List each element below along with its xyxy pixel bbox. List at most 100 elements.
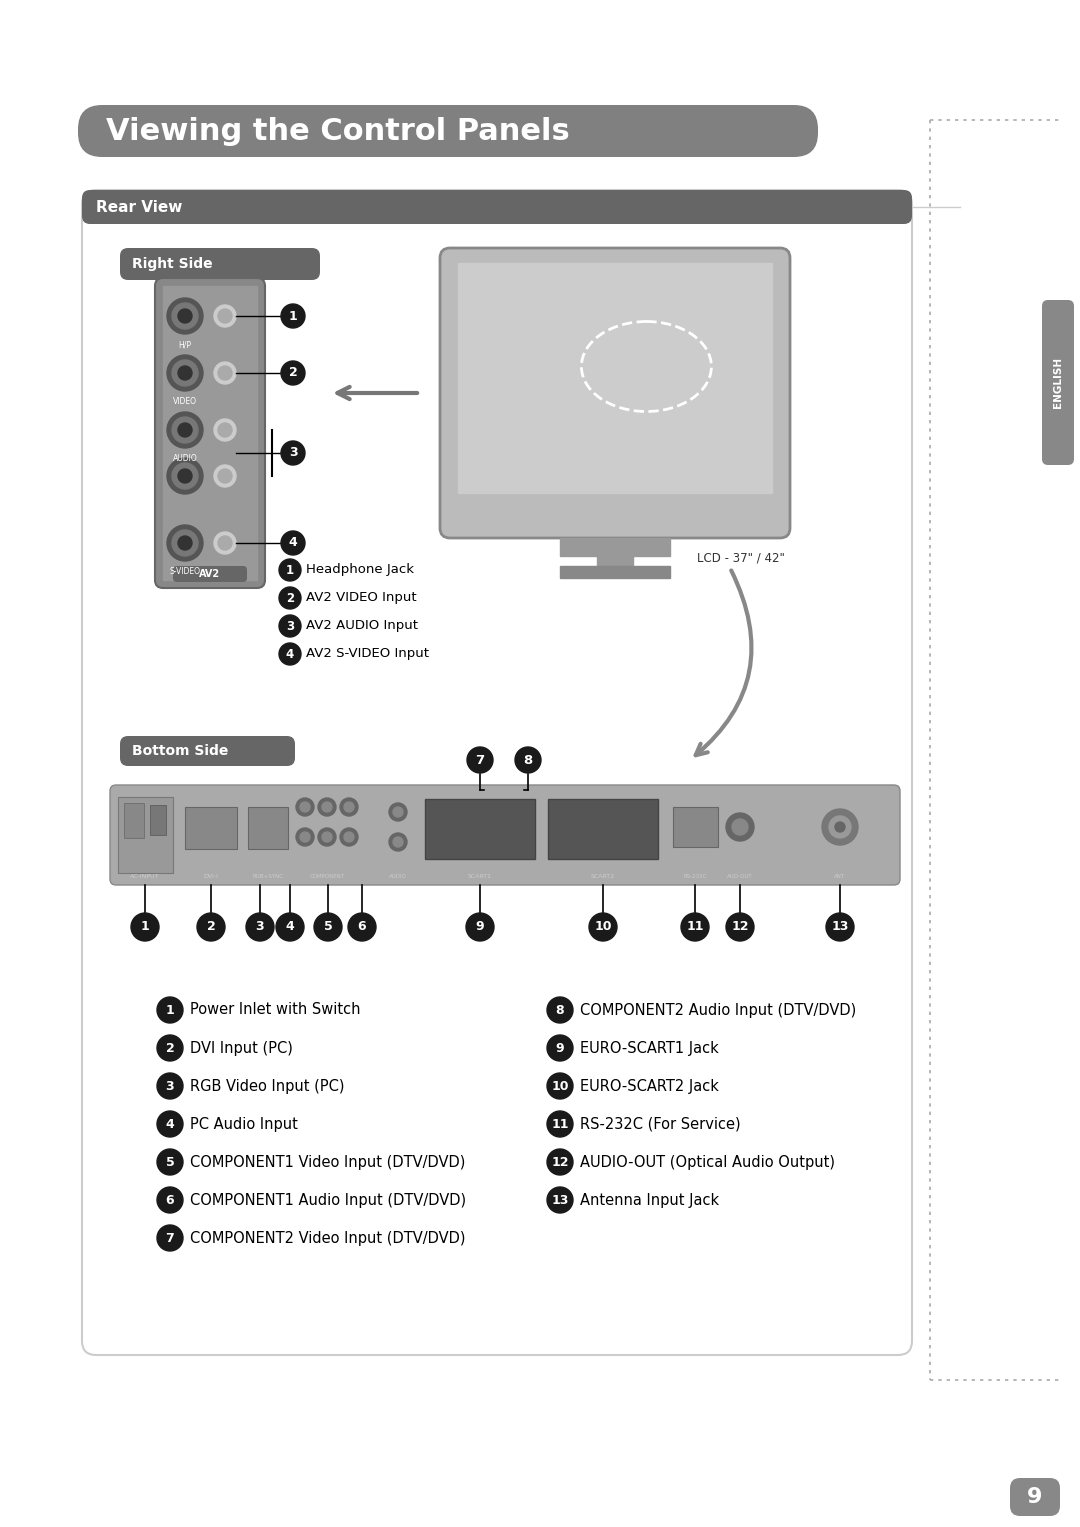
- Circle shape: [214, 466, 237, 487]
- Text: 3: 3: [165, 1080, 174, 1092]
- Text: 1: 1: [140, 921, 149, 933]
- Text: 5: 5: [324, 921, 333, 933]
- Text: 4: 4: [288, 536, 297, 550]
- Circle shape: [131, 913, 159, 941]
- Circle shape: [157, 1035, 183, 1061]
- FancyBboxPatch shape: [78, 105, 818, 157]
- Text: 1: 1: [165, 1003, 174, 1017]
- Circle shape: [178, 308, 192, 324]
- Circle shape: [546, 1035, 573, 1061]
- FancyBboxPatch shape: [156, 278, 265, 588]
- Text: EURO-SCART1 Jack: EURO-SCART1 Jack: [580, 1040, 719, 1055]
- Text: 4: 4: [165, 1118, 174, 1130]
- Text: Antenna Input Jack: Antenna Input Jack: [580, 1193, 719, 1208]
- Text: ANT: ANT: [835, 875, 846, 880]
- Text: 1: 1: [288, 310, 297, 322]
- Circle shape: [172, 360, 198, 386]
- Text: DVI-I: DVI-I: [203, 875, 218, 880]
- Circle shape: [348, 913, 376, 941]
- Text: COMPONENT1 Video Input (DTV/DVD): COMPONENT1 Video Input (DTV/DVD): [190, 1154, 465, 1170]
- Text: AUDIO: AUDIO: [389, 875, 407, 880]
- Bar: [561, 567, 670, 579]
- Circle shape: [214, 418, 237, 441]
- Circle shape: [157, 1148, 183, 1174]
- Circle shape: [726, 913, 754, 941]
- Text: 12: 12: [551, 1156, 569, 1168]
- Circle shape: [826, 913, 854, 941]
- Bar: [248, 806, 288, 849]
- Text: Rear View: Rear View: [96, 200, 183, 214]
- Circle shape: [172, 302, 198, 328]
- Circle shape: [172, 417, 198, 443]
- Circle shape: [218, 469, 232, 483]
- Bar: [118, 797, 173, 873]
- Circle shape: [546, 1112, 573, 1138]
- Circle shape: [279, 586, 301, 609]
- Text: Viewing the Control Panels: Viewing the Control Panels: [106, 116, 570, 145]
- Circle shape: [681, 913, 708, 941]
- Circle shape: [167, 525, 203, 560]
- Text: COMPONENT: COMPONENT: [310, 875, 345, 880]
- Circle shape: [218, 536, 232, 550]
- Text: AV2 VIDEO Input: AV2 VIDEO Input: [306, 591, 417, 605]
- Text: 7: 7: [475, 753, 485, 767]
- Bar: [163, 286, 257, 580]
- Circle shape: [157, 1186, 183, 1212]
- Circle shape: [393, 837, 403, 847]
- Circle shape: [218, 366, 232, 380]
- Text: AV2 S-VIDEO Input: AV2 S-VIDEO Input: [306, 647, 429, 661]
- Text: 8: 8: [524, 753, 532, 767]
- Circle shape: [318, 799, 336, 815]
- Circle shape: [389, 803, 407, 822]
- Text: 6: 6: [165, 1194, 174, 1206]
- Circle shape: [322, 832, 332, 841]
- Text: 10: 10: [594, 921, 611, 933]
- Text: H/P: H/P: [178, 341, 191, 350]
- Bar: [597, 550, 633, 573]
- Text: 1: 1: [286, 563, 294, 577]
- FancyBboxPatch shape: [82, 189, 912, 224]
- Text: 9: 9: [1027, 1487, 1042, 1507]
- Text: 2: 2: [286, 591, 294, 605]
- Text: AUDIO-OUT (Optical Audio Output): AUDIO-OUT (Optical Audio Output): [580, 1154, 835, 1170]
- Circle shape: [726, 812, 754, 841]
- Text: 3: 3: [286, 620, 294, 632]
- Text: 10: 10: [551, 1080, 569, 1092]
- Text: Power Inlet with Switch: Power Inlet with Switch: [190, 1003, 361, 1017]
- Text: 2: 2: [206, 921, 215, 933]
- Circle shape: [281, 441, 305, 466]
- Text: VIDEO: VIDEO: [173, 397, 197, 406]
- Bar: [426, 799, 535, 860]
- Text: SCART2: SCART2: [591, 875, 616, 880]
- FancyBboxPatch shape: [440, 247, 789, 538]
- Bar: [458, 263, 772, 493]
- FancyBboxPatch shape: [173, 567, 247, 582]
- Circle shape: [281, 531, 305, 554]
- Text: 9: 9: [556, 1041, 565, 1055]
- FancyBboxPatch shape: [1042, 299, 1074, 466]
- Circle shape: [822, 809, 858, 844]
- Circle shape: [167, 412, 203, 447]
- Circle shape: [546, 997, 573, 1023]
- Circle shape: [322, 802, 332, 812]
- Circle shape: [167, 354, 203, 391]
- Text: 13: 13: [551, 1194, 569, 1206]
- Text: RGB Video Input (PC): RGB Video Input (PC): [190, 1078, 345, 1093]
- Text: 4: 4: [285, 921, 295, 933]
- Circle shape: [281, 304, 305, 328]
- Circle shape: [279, 615, 301, 637]
- Circle shape: [157, 997, 183, 1023]
- Text: RS-232C (For Service): RS-232C (For Service): [580, 1116, 741, 1132]
- Circle shape: [300, 802, 310, 812]
- Circle shape: [314, 913, 342, 941]
- Circle shape: [167, 298, 203, 334]
- Circle shape: [829, 815, 851, 838]
- Circle shape: [178, 469, 192, 483]
- Text: SCART1: SCART1: [468, 875, 492, 880]
- Text: 3: 3: [256, 921, 265, 933]
- Circle shape: [218, 423, 232, 437]
- Circle shape: [467, 747, 492, 773]
- Circle shape: [276, 913, 303, 941]
- Text: 8: 8: [556, 1003, 565, 1017]
- Circle shape: [589, 913, 617, 941]
